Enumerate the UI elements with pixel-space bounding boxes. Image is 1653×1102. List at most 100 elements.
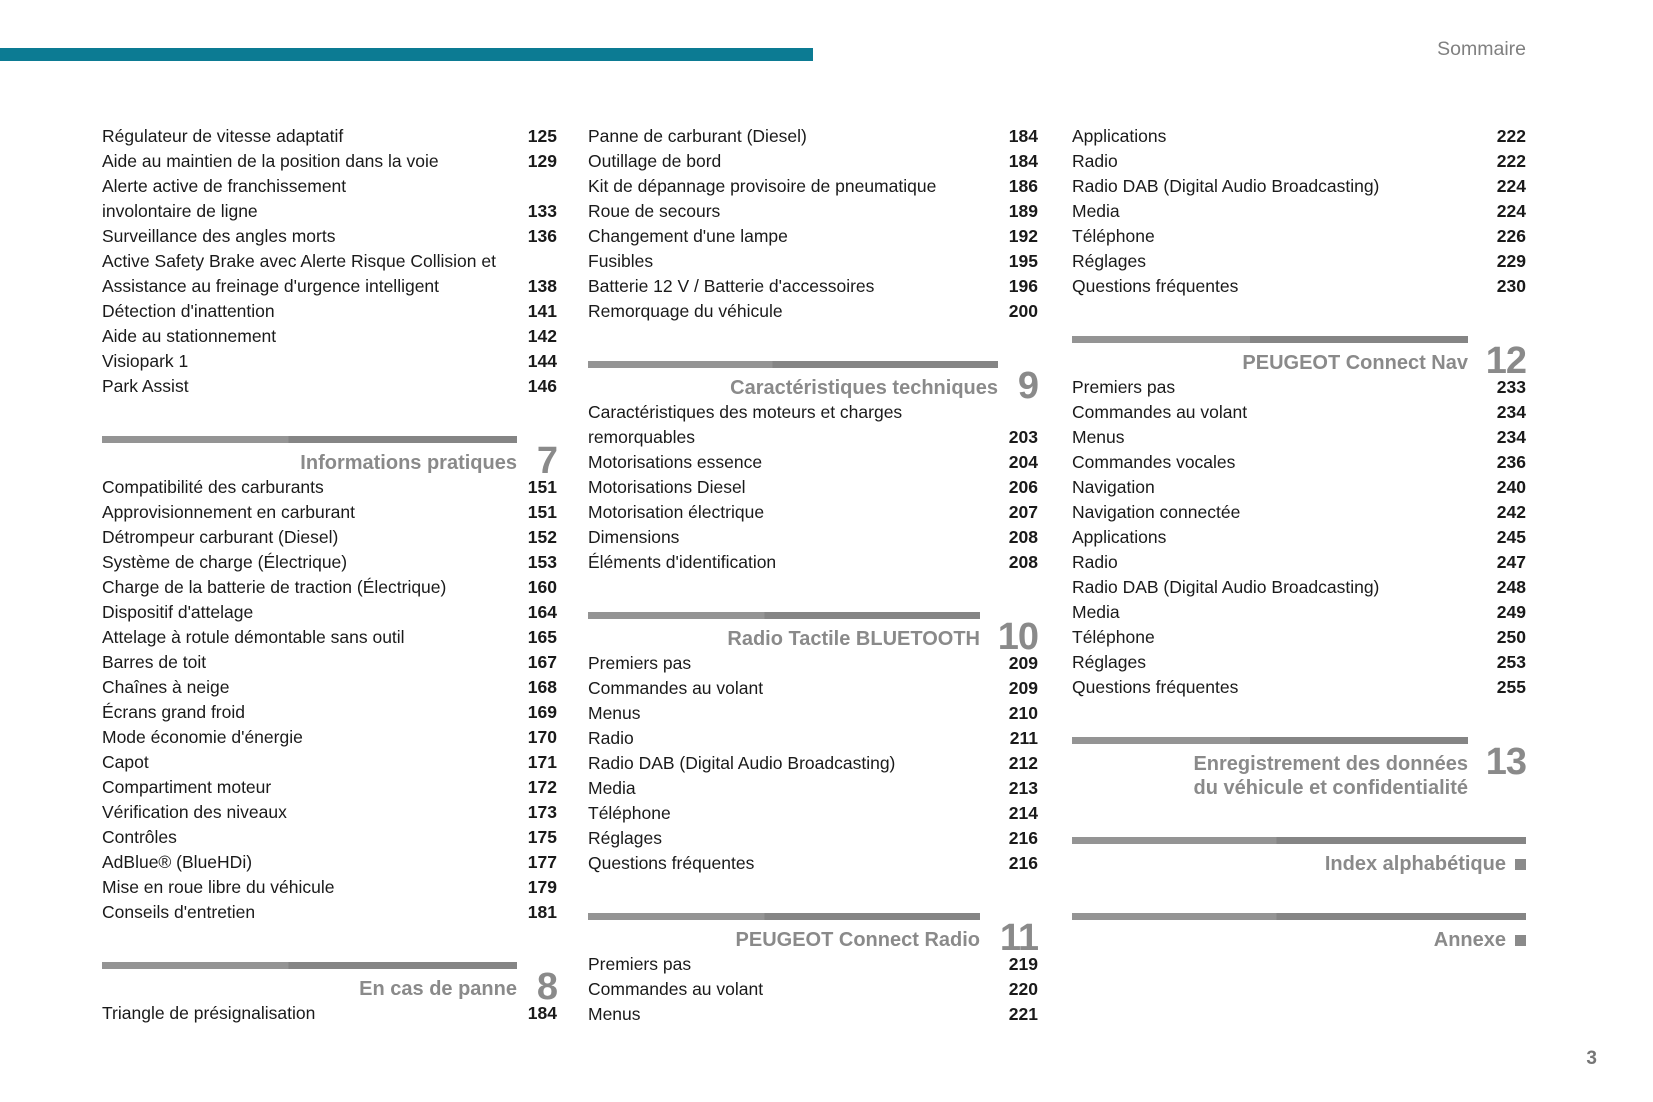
toc-entry: Active Safety Brake avec Alerte Risque C… [102,249,557,274]
toc-entry-label: Premiers pas [588,954,692,974]
toc-entry-page: 168 [527,677,557,697]
section-header: PEUGEOT Connect Nav 12 [1072,336,1527,380]
toc-entry: Surveillance des angles morts 136 [102,224,557,249]
section-title: Enregistrement des données [1193,753,1468,775]
toc-entry-page: 189 [1008,201,1038,221]
toc-entry-page: 216 [1008,853,1038,873]
toc-entry-label: Premiers pas [588,653,692,673]
toc-entry: Questions fréquentes 255 [1072,675,1526,700]
section-number: 7 [536,440,558,482]
toc-entry-label: Chaînes à neige [102,677,230,697]
section-title-row: Informations pratiques [102,451,557,475]
toc-entry-page: 167 [527,652,557,672]
toc-entry-page: 179 [527,877,557,897]
toc-entry-page: 253 [1496,652,1526,672]
toc-entry-label: Radio DAB (Digital Audio Broadcasting) [1072,577,1380,597]
toc-entry-page: 186 [1008,176,1038,196]
toc-entry-label: Approvisionnement en carburant [102,502,355,522]
toc-entry-page: 233 [1496,377,1526,397]
toc-entry-page: 245 [1496,527,1526,547]
toc-entry-label: Réglages [1072,251,1146,271]
toc-entry-label: Park Assist [102,376,189,396]
toc-entry-page: 203 [1008,427,1038,447]
toc-entry: Applications 222 [1072,124,1526,149]
page-number: 3 [1586,1048,1597,1069]
toc-entries-block: Panne de carburant (Diesel) 184 Outillage … [588,124,1038,324]
toc-entry: Commandes au volant 220 [588,977,1038,1002]
toc-entry-label: Radio DAB (Digital Audio Broadcasting) [1072,176,1380,196]
toc-entry: Radio DAB (Digital Audio Broadcasting) 24… [1072,575,1526,600]
section-title: Radio Tactile BLUETOOTH [727,628,980,650]
toc-entry-label: Régulateur de vitesse adaptatif [102,126,344,146]
section-rule [1072,737,1468,744]
section-title-row: PEUGEOT Connect Nav [1072,351,1526,375]
toc-entry: Attelage à rotule démontable sans outil 1… [102,625,557,650]
toc-entry: Motorisation électrique 207 [588,500,1038,525]
toc-entry: Éléments d'identification 208 [588,550,1038,575]
toc-entry-label: Écrans grand froid [102,702,245,722]
toc-entries-block: Premiers pas 209 Commandes au volant 209 Men… [588,651,1038,876]
toc-entry-label: Aide au stationnement [102,326,277,346]
section-title-row: En cas de panne [102,977,557,1001]
toc-entry-label: Changement d'une lampe [588,226,788,246]
toc-entry-page: 211 [1009,728,1038,748]
toc-entry-page: 224 [1496,201,1526,221]
toc-entry: Premiers pas 233 [1072,375,1526,400]
toc-entry: Media 224 [1072,199,1526,224]
toc-entry-label: Questions fréquentes [1072,276,1239,296]
toc-entry: Contrôles 175 [102,825,557,850]
toc-entry-label: Roue de secours [588,201,721,221]
toc-entry-label: Téléphone [1072,226,1155,246]
toc-entry: AdBlue® (BlueHDi) 177 [102,850,557,875]
toc-entry: Questions fréquentes 230 [1072,274,1526,299]
toc-entry: Changement d'une lampe 192 [588,224,1038,249]
toc-entries-block: Caractéristiques des moteurs et charges r… [588,400,1038,575]
toc-entry-label: Radio [588,728,634,748]
toc-entry: Questions fréquentes 216 [588,851,1038,876]
toc-entry: Commandes vocales 236 [1072,450,1526,475]
teal-header-rule [0,48,813,61]
toc-entry-page: 220 [1008,979,1038,999]
section-title-row: Caractéristiques techniques [588,376,1038,400]
toc-entry: Assistance au freinage d'urgence intelli… [102,274,557,299]
section-marker-square-icon [1515,859,1526,870]
toc-entry-label: Motorisations Diesel [588,477,746,497]
toc-entries-block: Régulateur de vitesse adaptatif 125 Aide a… [102,124,557,399]
toc-entry-label: Réglages [588,828,662,848]
toc-entry-label: Menus [1072,427,1125,447]
toc-entry-page: 234 [1496,427,1526,447]
toc-column-1: Régulateur de vitesse adaptatif 125 Aide a… [102,124,558,1026]
toc-entry: Mise en roue libre du véhicule 179 [102,875,557,900]
toc-entry-label: Conseils d'entretien [102,902,256,922]
toc-entry-page: 236 [1496,452,1526,472]
toc-entry: Réglages 216 [588,826,1038,851]
toc-entry-page: 184 [1008,151,1038,171]
toc-entry-page: 177 [527,852,557,872]
section-title-row: Enregistrement des données du véhicule et… [1072,752,1526,800]
section-header: Index alphabétique [1072,837,1526,876]
toc-entry: Radio DAB (Digital Audio Broadcasting) 22… [1072,174,1526,199]
toc-entry: Compatibilité des carburants 151 [102,475,557,500]
toc-entry-page: 209 [1008,653,1038,673]
toc-entry-page: 219 [1008,954,1038,974]
section-title-row: Annexe [1072,928,1526,952]
toc-entry: Motorisations Diesel 206 [588,475,1038,500]
toc-entry-label: Panne de carburant (Diesel) [588,126,807,146]
toc-entry-label: Batterie 12 V / Batterie d'accessoires [588,276,875,296]
toc-entry-page: 173 [527,802,557,822]
toc-entry-label: Surveillance des angles morts [102,226,336,246]
toc-entry-page: 136 [527,226,557,246]
toc-entry: Kit de dépannage provisoire de pneumatiq… [588,174,1038,199]
toc-entry-page: 172 [527,777,557,797]
toc-entry-page: 165 [527,627,557,647]
toc-entry: Menus 221 [588,1002,1038,1027]
toc-entry: Vérification des niveaux 173 [102,800,557,825]
toc-entry-page: 230 [1496,276,1526,296]
toc-entry-label: Dimensions [588,527,680,547]
toc-entry-label: Premiers pas [1072,377,1176,397]
section-rule [588,913,980,920]
toc-entry-label: Capot [102,752,149,772]
toc-entry-page: 247 [1496,552,1526,572]
toc-entry-label: Media [1072,602,1120,622]
